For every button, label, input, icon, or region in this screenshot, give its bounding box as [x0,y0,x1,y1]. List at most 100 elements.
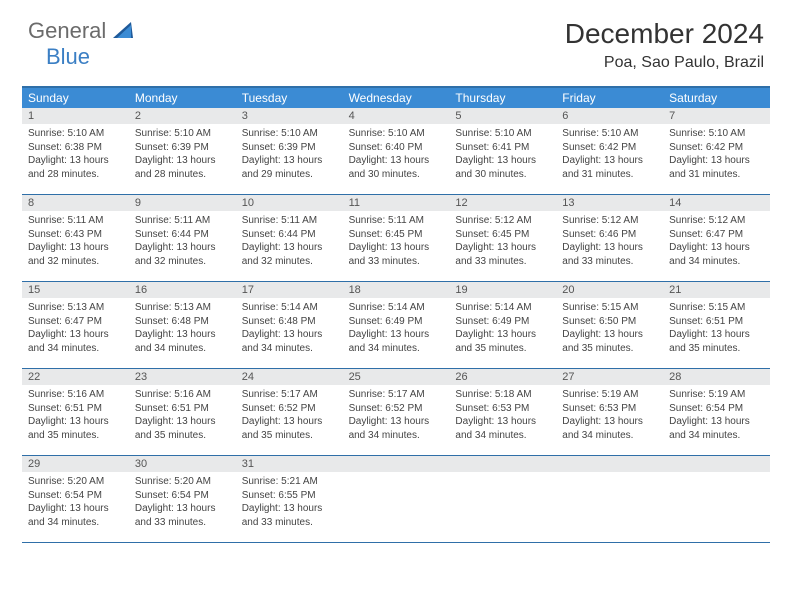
day-body: Sunrise: 5:14 AMSunset: 6:49 PMDaylight:… [343,298,450,361]
sunset-line: Sunset: 6:42 PM [562,141,657,155]
sunrise-line: Sunrise: 5:14 AM [242,301,337,315]
weekday-col: Thursday [449,88,556,108]
day-number [343,456,450,472]
daylight-line: Daylight: 13 hours and 30 minutes. [349,154,444,181]
week-row: 29Sunrise: 5:20 AMSunset: 6:54 PMDayligh… [22,456,770,543]
day-cell: 30Sunrise: 5:20 AMSunset: 6:54 PMDayligh… [129,456,236,542]
sunset-line: Sunset: 6:51 PM [669,315,764,329]
day-cell: 29Sunrise: 5:20 AMSunset: 6:54 PMDayligh… [22,456,129,542]
day-body: Sunrise: 5:10 AMSunset: 6:38 PMDaylight:… [22,124,129,187]
daylight-line: Daylight: 13 hours and 35 minutes. [135,415,230,442]
day-cell: 13Sunrise: 5:12 AMSunset: 6:46 PMDayligh… [556,195,663,281]
day-body: Sunrise: 5:11 AMSunset: 6:44 PMDaylight:… [129,211,236,274]
daylight-line: Daylight: 13 hours and 33 minutes. [242,502,337,529]
day-cell: 16Sunrise: 5:13 AMSunset: 6:48 PMDayligh… [129,282,236,368]
sunset-line: Sunset: 6:45 PM [349,228,444,242]
daylight-line: Daylight: 13 hours and 33 minutes. [455,241,550,268]
day-body: Sunrise: 5:10 AMSunset: 6:39 PMDaylight:… [236,124,343,187]
day-number [449,456,556,472]
day-body: Sunrise: 5:13 AMSunset: 6:48 PMDaylight:… [129,298,236,361]
sunrise-line: Sunrise: 5:20 AM [135,475,230,489]
daylight-line: Daylight: 13 hours and 34 minutes. [28,502,123,529]
day-cell: 4Sunrise: 5:10 AMSunset: 6:40 PMDaylight… [343,108,450,194]
day-cell: 19Sunrise: 5:14 AMSunset: 6:49 PMDayligh… [449,282,556,368]
weekday-col: Wednesday [343,88,450,108]
day-cell: 14Sunrise: 5:12 AMSunset: 6:47 PMDayligh… [663,195,770,281]
day-cell: 24Sunrise: 5:17 AMSunset: 6:52 PMDayligh… [236,369,343,455]
day-body: Sunrise: 5:15 AMSunset: 6:51 PMDaylight:… [663,298,770,361]
day-body: Sunrise: 5:10 AMSunset: 6:39 PMDaylight:… [129,124,236,187]
daylight-line: Daylight: 13 hours and 34 minutes. [135,328,230,355]
sunrise-line: Sunrise: 5:13 AM [28,301,123,315]
sunset-line: Sunset: 6:41 PM [455,141,550,155]
daylight-line: Daylight: 13 hours and 34 minutes. [28,328,123,355]
daylight-line: Daylight: 13 hours and 34 minutes. [349,415,444,442]
sunrise-line: Sunrise: 5:12 AM [562,214,657,228]
daylight-line: Daylight: 13 hours and 35 minutes. [669,328,764,355]
sunset-line: Sunset: 6:42 PM [669,141,764,155]
day-body: Sunrise: 5:15 AMSunset: 6:50 PMDaylight:… [556,298,663,361]
day-body: Sunrise: 5:14 AMSunset: 6:48 PMDaylight:… [236,298,343,361]
day-number [663,456,770,472]
day-number: 3 [236,108,343,124]
sunrise-line: Sunrise: 5:10 AM [135,127,230,141]
sunset-line: Sunset: 6:48 PM [242,315,337,329]
day-number: 24 [236,369,343,385]
day-number: 17 [236,282,343,298]
logo-text-general: General [28,18,106,43]
day-body: Sunrise: 5:10 AMSunset: 6:42 PMDaylight:… [556,124,663,187]
sunset-line: Sunset: 6:38 PM [28,141,123,155]
daylight-line: Daylight: 13 hours and 30 minutes. [455,154,550,181]
daylight-line: Daylight: 13 hours and 34 minutes. [242,328,337,355]
day-cell: 20Sunrise: 5:15 AMSunset: 6:50 PMDayligh… [556,282,663,368]
sunset-line: Sunset: 6:43 PM [28,228,123,242]
title-block: December 2024 Poa, Sao Paulo, Brazil [565,18,764,72]
sunrise-line: Sunrise: 5:10 AM [669,127,764,141]
sunset-line: Sunset: 6:51 PM [135,402,230,416]
sunrise-line: Sunrise: 5:19 AM [562,388,657,402]
day-number: 19 [449,282,556,298]
day-body: Sunrise: 5:17 AMSunset: 6:52 PMDaylight:… [343,385,450,448]
sunrise-line: Sunrise: 5:20 AM [28,475,123,489]
day-cell: 15Sunrise: 5:13 AMSunset: 6:47 PMDayligh… [22,282,129,368]
sunrise-line: Sunrise: 5:10 AM [242,127,337,141]
day-number: 7 [663,108,770,124]
day-body: Sunrise: 5:10 AMSunset: 6:40 PMDaylight:… [343,124,450,187]
day-number: 9 [129,195,236,211]
day-cell: 26Sunrise: 5:18 AMSunset: 6:53 PMDayligh… [449,369,556,455]
day-number: 28 [663,369,770,385]
month-title: December 2024 [565,18,764,50]
day-number: 22 [22,369,129,385]
day-cell: 8Sunrise: 5:11 AMSunset: 6:43 PMDaylight… [22,195,129,281]
sunset-line: Sunset: 6:49 PM [349,315,444,329]
week-row: 22Sunrise: 5:16 AMSunset: 6:51 PMDayligh… [22,369,770,456]
sunset-line: Sunset: 6:54 PM [669,402,764,416]
sunrise-line: Sunrise: 5:17 AM [349,388,444,402]
week-row: 1Sunrise: 5:10 AMSunset: 6:38 PMDaylight… [22,108,770,195]
day-body: Sunrise: 5:12 AMSunset: 6:47 PMDaylight:… [663,211,770,274]
sunset-line: Sunset: 6:44 PM [242,228,337,242]
sunset-line: Sunset: 6:46 PM [562,228,657,242]
day-cell: 31Sunrise: 5:21 AMSunset: 6:55 PMDayligh… [236,456,343,542]
day-cell: 18Sunrise: 5:14 AMSunset: 6:49 PMDayligh… [343,282,450,368]
day-cell [449,456,556,542]
day-cell: 28Sunrise: 5:19 AMSunset: 6:54 PMDayligh… [663,369,770,455]
day-body: Sunrise: 5:20 AMSunset: 6:54 PMDaylight:… [22,472,129,535]
sunrise-line: Sunrise: 5:14 AM [349,301,444,315]
sunset-line: Sunset: 6:53 PM [455,402,550,416]
sunset-line: Sunset: 6:54 PM [28,489,123,503]
day-number: 2 [129,108,236,124]
day-number: 16 [129,282,236,298]
day-body: Sunrise: 5:21 AMSunset: 6:55 PMDaylight:… [236,472,343,535]
daylight-line: Daylight: 13 hours and 33 minutes. [562,241,657,268]
sunrise-line: Sunrise: 5:10 AM [562,127,657,141]
day-number: 8 [22,195,129,211]
sunset-line: Sunset: 6:52 PM [242,402,337,416]
day-cell: 12Sunrise: 5:12 AMSunset: 6:45 PMDayligh… [449,195,556,281]
weekday-col: Friday [556,88,663,108]
weekday-header: SundayMondayTuesdayWednesdayThursdayFrid… [22,88,770,108]
header: General Blue December 2024 Poa, Sao Paul… [0,0,792,72]
day-number: 31 [236,456,343,472]
day-body: Sunrise: 5:17 AMSunset: 6:52 PMDaylight:… [236,385,343,448]
daylight-line: Daylight: 13 hours and 35 minutes. [242,415,337,442]
